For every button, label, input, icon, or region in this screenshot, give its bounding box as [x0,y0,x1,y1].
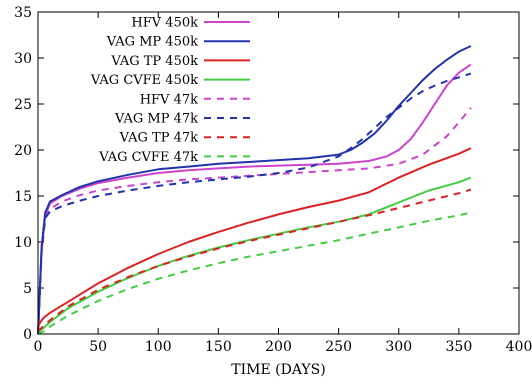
legend-label-vag-tp-47k: VAG TP 47k [119,131,199,146]
x-tick-label: 250 [325,339,352,355]
legend-label-vag-cvfe-47k: VAG CVFE 47k [98,150,198,165]
series-line-vag-mp-47k [37,72,472,335]
x-tick-label: 300 [385,339,412,355]
legend-label-vag-mp-450k: VAG MP 450k [106,35,198,50]
y-tick-label: 15 [14,189,32,205]
legend-label-vag-tp-450k: VAG TP 450k [110,54,198,69]
plot-frame [37,11,520,335]
x-tick-label: 200 [265,339,292,355]
x-axis-title: TIME (DAYS) [231,362,325,378]
series-line-vag-cvfe-47k [37,211,472,335]
x-tick-label: 150 [205,339,232,355]
axis-ticks: 0 50 100 150 200 250 300 350 400 0 5 10 15 20 25 30 35 [14,5,532,355]
x-tick-label: 350 [446,339,473,355]
y-tick-label: 35 [14,5,32,21]
series-lines [37,45,472,335]
series-line-vag-cvfe-450k [37,176,472,333]
y-tick-label: 30 [14,51,32,67]
y-tick-label: 20 [14,143,32,159]
legend-label-vag-cvfe-450k: VAG CVFE 450k [90,73,198,88]
legend-label-vag-mp-47k: VAG MP 47k [114,112,198,127]
y-tick-label: 25 [14,97,32,113]
legend-label-hfv-450k: HFV 450k [131,16,198,31]
x-tick-label: 100 [145,339,172,355]
x-tick-label: 400 [506,339,532,355]
legend: HFV 450k VAG MP 450k VAG TP 450k VAG CVFE 4… [90,16,250,165]
legend-label-hfv-47k: HFV 47k [140,92,198,107]
series-line-vag-tp-450k [37,147,472,328]
y-tick-label: 5 [23,281,32,297]
x-tick-label: 0 [34,339,43,355]
y-tick-label: 0 [23,327,32,343]
series-line-hfv-47k [37,107,472,335]
series-line-vag-tp-47k [37,188,472,332]
x-tick-label: 50 [89,339,107,355]
series-line-vag-mp-450k [37,45,472,335]
y-tick-label: 10 [14,235,32,251]
